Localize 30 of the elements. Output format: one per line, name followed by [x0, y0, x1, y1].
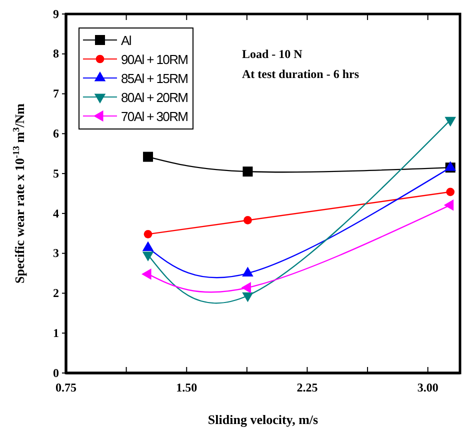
- y-tick-label: 5: [53, 166, 59, 180]
- point: [242, 166, 253, 177]
- point: [446, 188, 455, 196]
- point: [444, 199, 454, 211]
- legend-label: 70Al + 30RM: [121, 109, 188, 124]
- x-tick-label: 2.25: [296, 380, 318, 395]
- y-tick-label: 3: [53, 246, 59, 260]
- x-axis-title: Sliding velocity, m/s: [208, 412, 318, 427]
- legend-label: 90Al + 10RM: [121, 52, 188, 67]
- y-tick-label: 1: [53, 326, 59, 340]
- point: [144, 230, 152, 238]
- y-tick-label: 6: [53, 126, 59, 141]
- y-tick-label: 7: [53, 86, 59, 101]
- x-tick-label: 0.75: [56, 380, 76, 395]
- y-tick-label: 9: [53, 6, 59, 21]
- x-tick-label: 3.00: [417, 380, 438, 395]
- y-tick-label: 4: [53, 206, 59, 220]
- point: [142, 268, 152, 280]
- legend-label: 80Al + 20RM: [121, 90, 188, 105]
- point: [241, 282, 251, 294]
- legend-label: Al: [121, 33, 132, 48]
- legend-label: 85Al + 15RM: [121, 71, 188, 86]
- annotation: Load - 10 N: [242, 47, 303, 61]
- point: [244, 216, 252, 224]
- y-tick-label: 0: [53, 366, 59, 380]
- x-tick-label: 1.50: [176, 380, 198, 395]
- point: [143, 152, 154, 162]
- y-tick-label: 2: [53, 286, 59, 300]
- y-tick-label: 8: [53, 46, 59, 61]
- annotation: At test duration - 6 hrs: [242, 67, 360, 81]
